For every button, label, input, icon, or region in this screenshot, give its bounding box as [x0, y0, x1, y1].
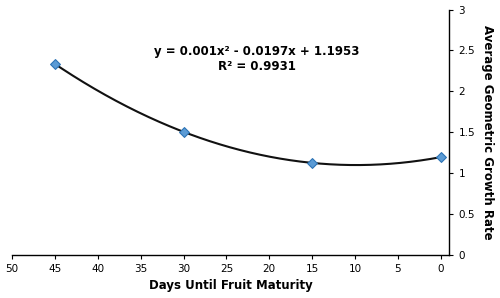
Text: y = 0.001x² - 0.0197x + 1.1953
R² = 0.9931: y = 0.001x² - 0.0197x + 1.1953 R² = 0.99…	[154, 45, 360, 73]
Point	[437, 155, 445, 159]
X-axis label: Days Until Fruit Maturity: Days Until Fruit Maturity	[149, 280, 312, 292]
Y-axis label: Average Geometric Growth Rate: Average Geometric Growth Rate	[482, 25, 494, 240]
Point	[308, 161, 316, 165]
Point	[180, 129, 188, 134]
Point	[51, 62, 59, 66]
